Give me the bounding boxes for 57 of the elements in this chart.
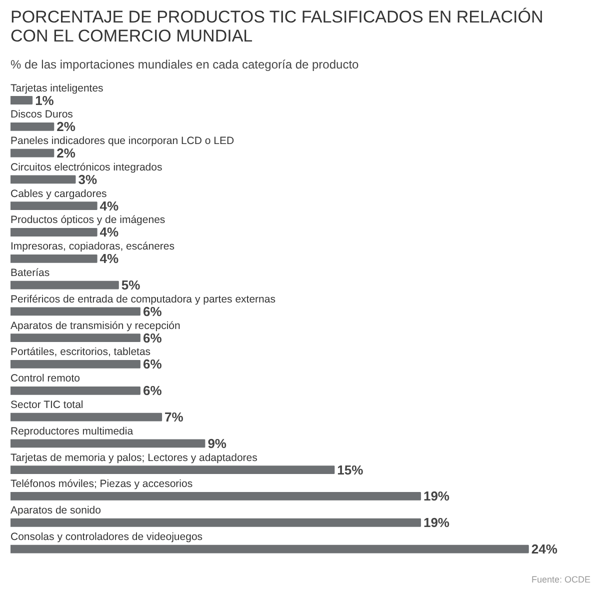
y-tick-label: Portátiles, escritorios, tabletas (10, 346, 151, 358)
bar (10, 254, 98, 263)
bar (10, 96, 33, 104)
y-tick-label: Sector TIC total (10, 399, 84, 412)
bar (10, 492, 421, 500)
data-label: 6% (142, 383, 162, 398)
y-tick-label: Paneles indicadores que incorporan LCD o LED (10, 135, 234, 148)
bar (10, 360, 140, 368)
y-tick-label: Baterías (10, 267, 50, 280)
data-label: 19% (423, 515, 450, 530)
bar (10, 175, 76, 184)
bar (10, 466, 335, 474)
data-label: 6% (142, 304, 162, 319)
bar (10, 439, 206, 448)
data-label: 6% (142, 330, 162, 346)
data-label: 6% (142, 356, 162, 372)
bar (10, 518, 421, 527)
bar (10, 280, 119, 290)
y-tick-label: Impresoras, copiadoras, escáneres (10, 240, 174, 253)
data-label: 15% (337, 462, 364, 478)
chart-subtitle: % de las importaciones mundiales en cada categoría de producto (10, 58, 360, 72)
bar (10, 544, 529, 554)
bar (10, 307, 140, 316)
data-label: 4% (100, 251, 120, 266)
data-label: 2% (56, 119, 76, 134)
y-tick-label: Control remoto (10, 372, 80, 385)
data-label: 24% (531, 542, 558, 557)
bar (10, 228, 98, 236)
y-tick-label: Tarjetas de memoria y palos; Lectores y adaptadores (10, 452, 258, 464)
y-tick-label: Aparatos de transmisión y recepción (10, 320, 180, 332)
y-tick-label: Cables y cargadores (10, 188, 107, 200)
bar (10, 386, 140, 395)
y-tick-label: Circuitos electrónicos integrados (10, 161, 162, 174)
source-note: Fuente: OCDE (531, 574, 591, 584)
data-label: 1% (35, 92, 54, 108)
y-tick-label: Consolas y controladores de videojuegos (10, 531, 203, 544)
data-label: 9% (208, 436, 227, 451)
y-tick-label: Productos ópticos y de imágenes (10, 214, 166, 226)
data-label: 5% (121, 278, 141, 293)
data-label: 4% (100, 198, 120, 214)
chart-title: PORCENTAJE DE PRODUCTOS TIC FALSIFICADOS EN RELACIÓN CON EL COMERCIO MUNDIAL (10, 8, 544, 46)
bar (10, 334, 140, 342)
y-tick-label: Aparatos de sonido (10, 504, 102, 517)
data-label: 3% (78, 172, 98, 187)
data-label: 2% (56, 146, 76, 161)
bar (10, 412, 162, 422)
bar (10, 148, 54, 158)
y-tick-label: Discos Duros (10, 108, 73, 121)
y-tick-label: Tarjetas inteligentes (10, 82, 104, 94)
y-tick-label: Reproductores multimedia (10, 425, 134, 438)
data-label: 4% (100, 224, 120, 240)
bar (10, 202, 98, 210)
bar (10, 122, 54, 131)
y-tick-label: Teléfonos móviles; Piezas y accesorios (10, 478, 193, 490)
data-label: 7% (164, 410, 184, 425)
data-label: 19% (423, 488, 450, 504)
y-tick-label: Periféricos de entrada de computadora y partes externas (10, 293, 276, 306)
